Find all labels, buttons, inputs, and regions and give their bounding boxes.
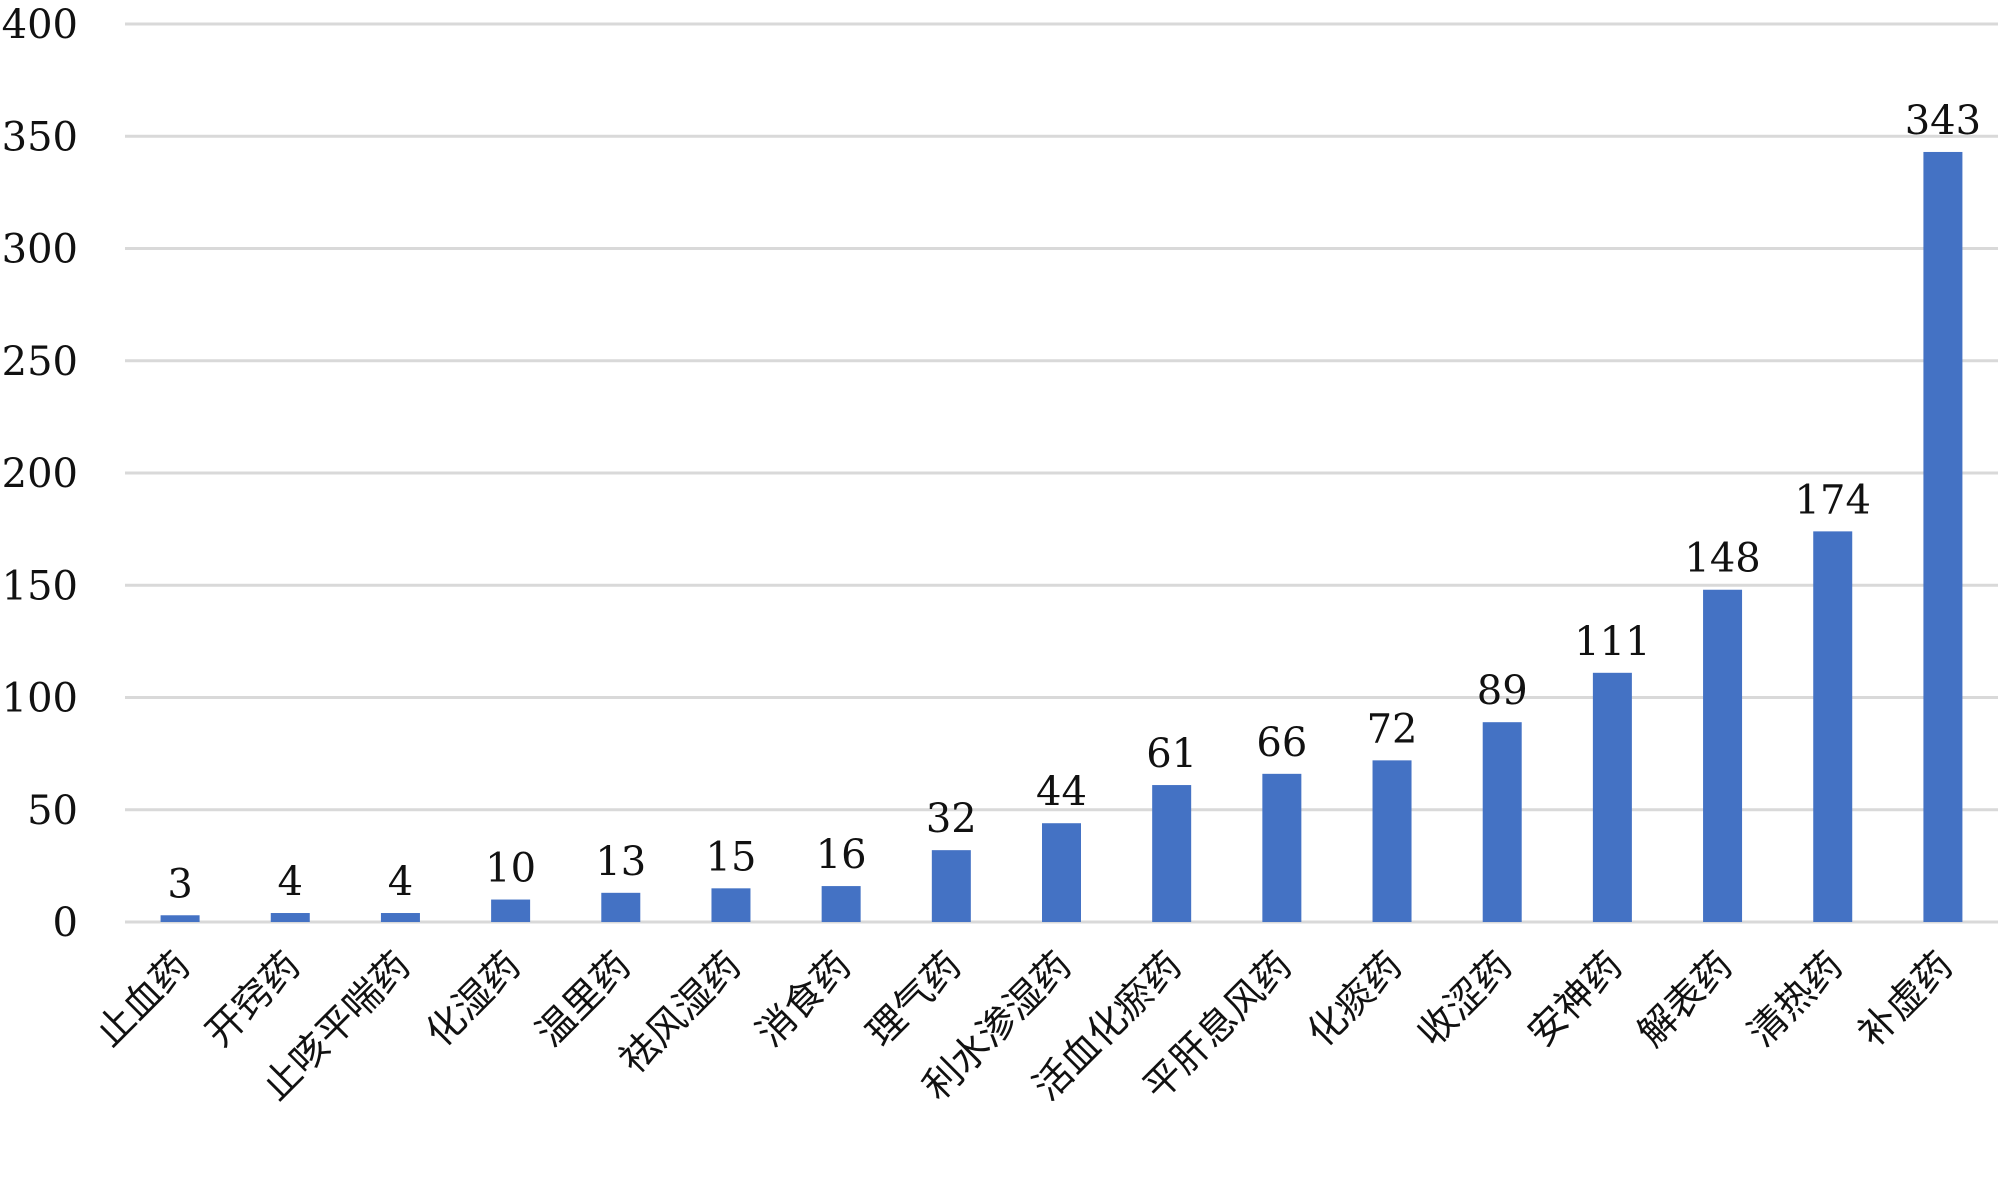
x-tick-label-14: 解表药: [1629, 943, 1741, 1055]
y-tick-label: 50: [27, 788, 78, 834]
data-label-13: 111: [1574, 619, 1650, 665]
data-label-9: 61: [1146, 731, 1197, 777]
bar-3: [491, 899, 531, 922]
y-axis-ticks: 0 50 100 150 200 250 300 350 400: [2, 2, 78, 946]
bar-13: [1592, 672, 1632, 922]
y-tick-label: 100: [2, 676, 78, 722]
x-tick-label-16: 补虚药: [1850, 943, 1962, 1055]
bar-16: [1923, 151, 1963, 923]
gridlines: [125, 22, 1998, 924]
y-tick-label: 300: [2, 227, 78, 273]
data-label-4: 13: [595, 839, 646, 885]
bars: [160, 151, 1963, 923]
data-label-12: 89: [1477, 668, 1528, 714]
bar-8: [1042, 823, 1081, 922]
data-label-3: 10: [485, 846, 536, 892]
bar-9: [1152, 785, 1192, 922]
x-tick-label-5: 祛风湿药: [611, 943, 750, 1082]
bar-14: [1703, 589, 1743, 922]
bar-7: [931, 850, 971, 922]
x-tick-label-6: 消食药: [748, 943, 860, 1055]
x-tick-label-13: 安神药: [1519, 943, 1631, 1055]
y-tick-label: 200: [2, 451, 78, 497]
bar-1: [270, 913, 310, 922]
x-tick-label-12: 收涩药: [1409, 943, 1521, 1055]
x-tick-label-15: 清热药: [1739, 943, 1851, 1055]
x-tick-label-11: 化痰药: [1299, 943, 1411, 1055]
bar-6: [821, 886, 861, 922]
y-tick-label: 150: [2, 563, 78, 609]
bar-2: [380, 913, 420, 922]
data-label-16: 343: [1905, 98, 1981, 144]
data-label-1: 4: [278, 859, 303, 905]
data-label-0: 3: [167, 861, 192, 907]
bar-5: [711, 888, 751, 922]
data-label-6: 16: [816, 832, 867, 878]
data-label-7: 32: [926, 796, 977, 842]
x-tick-label-0: 止血药: [87, 943, 199, 1055]
data-label-5: 15: [706, 834, 757, 880]
bar-0: [160, 915, 200, 922]
data-label-10: 66: [1256, 720, 1307, 766]
y-tick-label: 350: [2, 114, 78, 160]
x-axis-ticks: 止血药开窍药止咳平喘药化湿药温里药祛风湿药消食药理气药利水渗湿药活血化瘀药平肝息…: [87, 943, 1962, 1108]
bar-15: [1813, 531, 1853, 922]
x-tick-label-3: 化湿药: [417, 943, 529, 1055]
data-label-11: 72: [1367, 706, 1418, 752]
data-label-14: 148: [1684, 536, 1760, 582]
y-tick-label: 400: [2, 2, 78, 48]
bar-10: [1262, 773, 1302, 922]
data-label-15: 174: [1795, 477, 1871, 523]
bar-12: [1482, 722, 1522, 922]
bar-4: [601, 892, 641, 922]
bar-11: [1372, 760, 1412, 922]
y-tick-label: 0: [53, 900, 78, 946]
y-tick-label: 250: [2, 339, 78, 385]
data-label-2: 4: [388, 859, 413, 905]
data-label-8: 44: [1036, 769, 1087, 815]
